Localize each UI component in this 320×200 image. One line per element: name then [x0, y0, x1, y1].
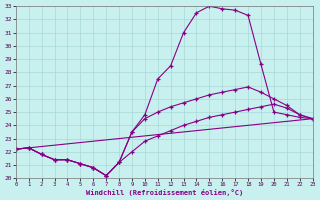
X-axis label: Windchill (Refroidissement éolien,°C): Windchill (Refroidissement éolien,°C) [85, 189, 243, 196]
